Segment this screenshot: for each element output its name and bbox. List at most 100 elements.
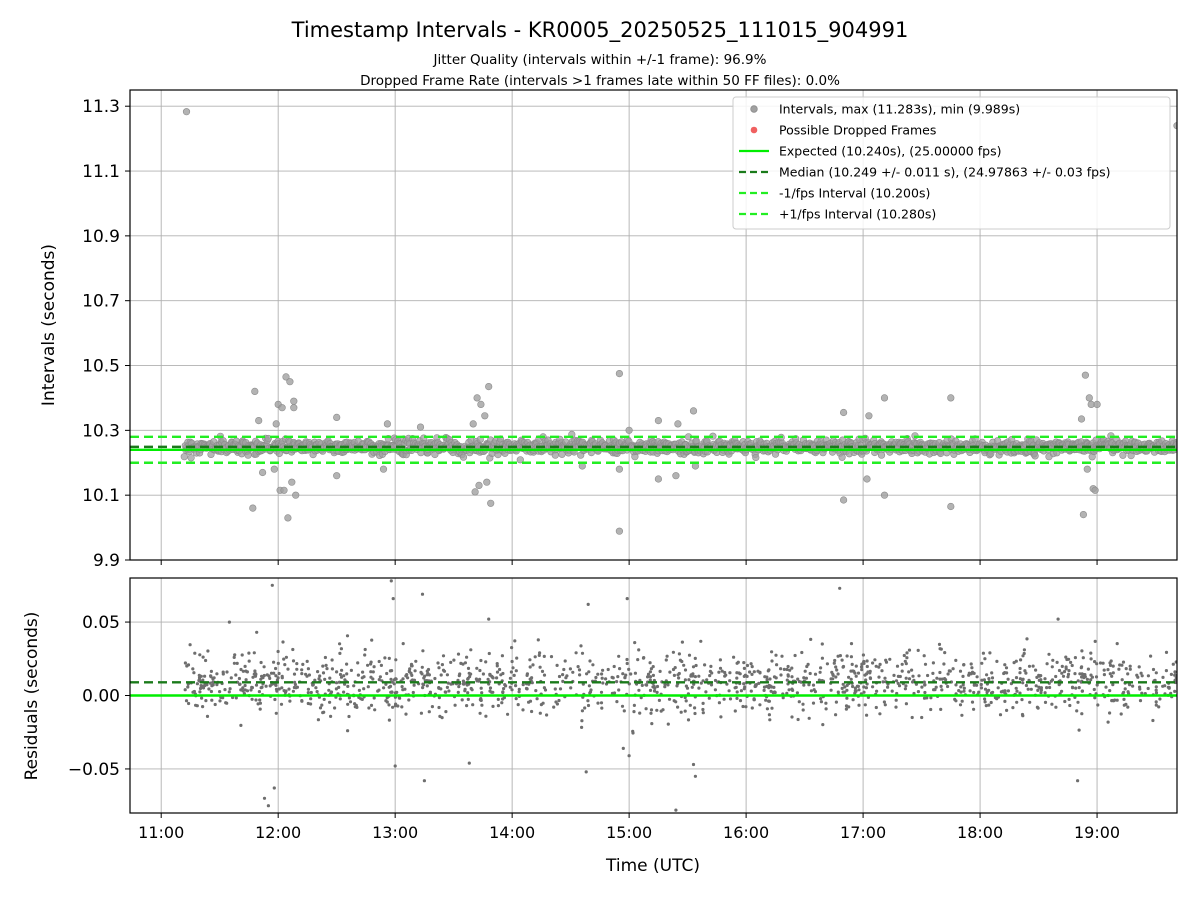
residual-point <box>1118 663 1122 667</box>
residual-point <box>210 698 214 702</box>
residual-point <box>347 714 351 719</box>
residual-point <box>649 667 654 671</box>
residual-point <box>201 678 205 682</box>
legend-plus-fps-label: +1/fps Interval (10.280s) <box>779 207 936 222</box>
residual-point <box>195 682 199 686</box>
residual-point <box>765 678 769 682</box>
residual-point <box>591 663 595 667</box>
interval-point <box>244 451 252 459</box>
residual-point <box>183 688 187 692</box>
residual-point <box>862 659 866 664</box>
residual-point <box>338 672 343 677</box>
residual-point <box>239 667 243 672</box>
residual-point <box>192 671 196 675</box>
residual-point <box>1138 687 1142 691</box>
residual-point <box>1080 712 1084 716</box>
interval-point <box>282 373 290 381</box>
residual-point <box>631 731 635 735</box>
residual-point <box>977 690 981 694</box>
residual-point <box>227 690 231 694</box>
residual-point <box>704 690 708 694</box>
residual-point <box>553 687 557 691</box>
residual-point <box>1029 687 1033 691</box>
residual-point <box>727 689 731 693</box>
residual-point <box>439 673 443 677</box>
residual-point <box>1039 691 1043 695</box>
residual-point <box>989 700 993 705</box>
residual-point <box>996 686 1000 690</box>
residual-point <box>661 708 665 712</box>
residual-point <box>615 700 619 704</box>
residual-point <box>378 675 382 679</box>
residual-point <box>894 698 898 702</box>
residual-point <box>258 707 262 711</box>
residual-point <box>728 697 733 701</box>
residual-point <box>1014 676 1019 680</box>
residual-point <box>300 699 304 703</box>
residual-point <box>1126 705 1130 709</box>
residual-point <box>770 650 774 654</box>
residual-point <box>648 670 653 674</box>
x-tick-label: 17:00 <box>840 823 886 842</box>
residual-point <box>321 711 325 715</box>
residual-point <box>690 685 694 689</box>
residual-point <box>756 669 760 673</box>
interval-point <box>654 417 663 425</box>
residual-point <box>859 665 864 669</box>
residual-point <box>1077 686 1081 690</box>
residual-point <box>926 673 930 678</box>
residual-point <box>684 699 688 703</box>
residual-point <box>203 674 207 678</box>
residual-point <box>793 653 797 658</box>
residual-point <box>674 808 678 812</box>
residual-point <box>301 662 305 667</box>
residual-point <box>500 654 504 658</box>
residual-point <box>718 666 723 670</box>
residual-point <box>907 648 912 652</box>
residual-point <box>466 697 470 702</box>
residual-point <box>719 715 723 719</box>
residual-point <box>897 684 902 688</box>
residual-point <box>1096 703 1100 707</box>
residual-point <box>1106 668 1110 672</box>
residual-point <box>273 697 277 702</box>
residual-point <box>1135 673 1139 677</box>
residual-point <box>396 704 400 708</box>
residual-point <box>495 664 499 668</box>
y-tick-label: 0.00 <box>82 687 120 707</box>
interval-point <box>551 451 559 459</box>
residual-point <box>465 704 469 708</box>
interval-point <box>180 453 188 461</box>
residual-point <box>767 686 771 690</box>
residual-point <box>655 690 659 695</box>
interval-point <box>752 453 760 462</box>
residual-point <box>732 655 736 659</box>
residual-point <box>465 655 469 659</box>
residual-point <box>545 713 549 717</box>
interval-point <box>459 453 468 461</box>
residual-point <box>742 674 746 679</box>
residual-point <box>796 677 800 681</box>
residual-point <box>436 661 440 665</box>
interval-point <box>877 451 886 459</box>
residual-point <box>920 715 924 720</box>
residual-point <box>480 691 484 695</box>
residual-point <box>868 676 872 680</box>
residual-point <box>1034 684 1038 688</box>
residual-point <box>463 661 467 665</box>
residual-point <box>449 660 453 665</box>
residual-point <box>369 675 373 679</box>
residual-point <box>384 682 388 686</box>
residual-point <box>970 666 974 670</box>
residual-point <box>1034 668 1038 672</box>
residual-point <box>437 686 441 690</box>
residual-point <box>1043 677 1047 681</box>
residual-point <box>809 637 813 642</box>
residual-point <box>337 685 341 690</box>
interval-point <box>187 454 195 462</box>
interval-point <box>689 407 698 415</box>
residual-point <box>401 642 405 646</box>
residual-point <box>577 668 582 672</box>
residual-point <box>1154 703 1158 707</box>
residual-point <box>382 686 386 690</box>
